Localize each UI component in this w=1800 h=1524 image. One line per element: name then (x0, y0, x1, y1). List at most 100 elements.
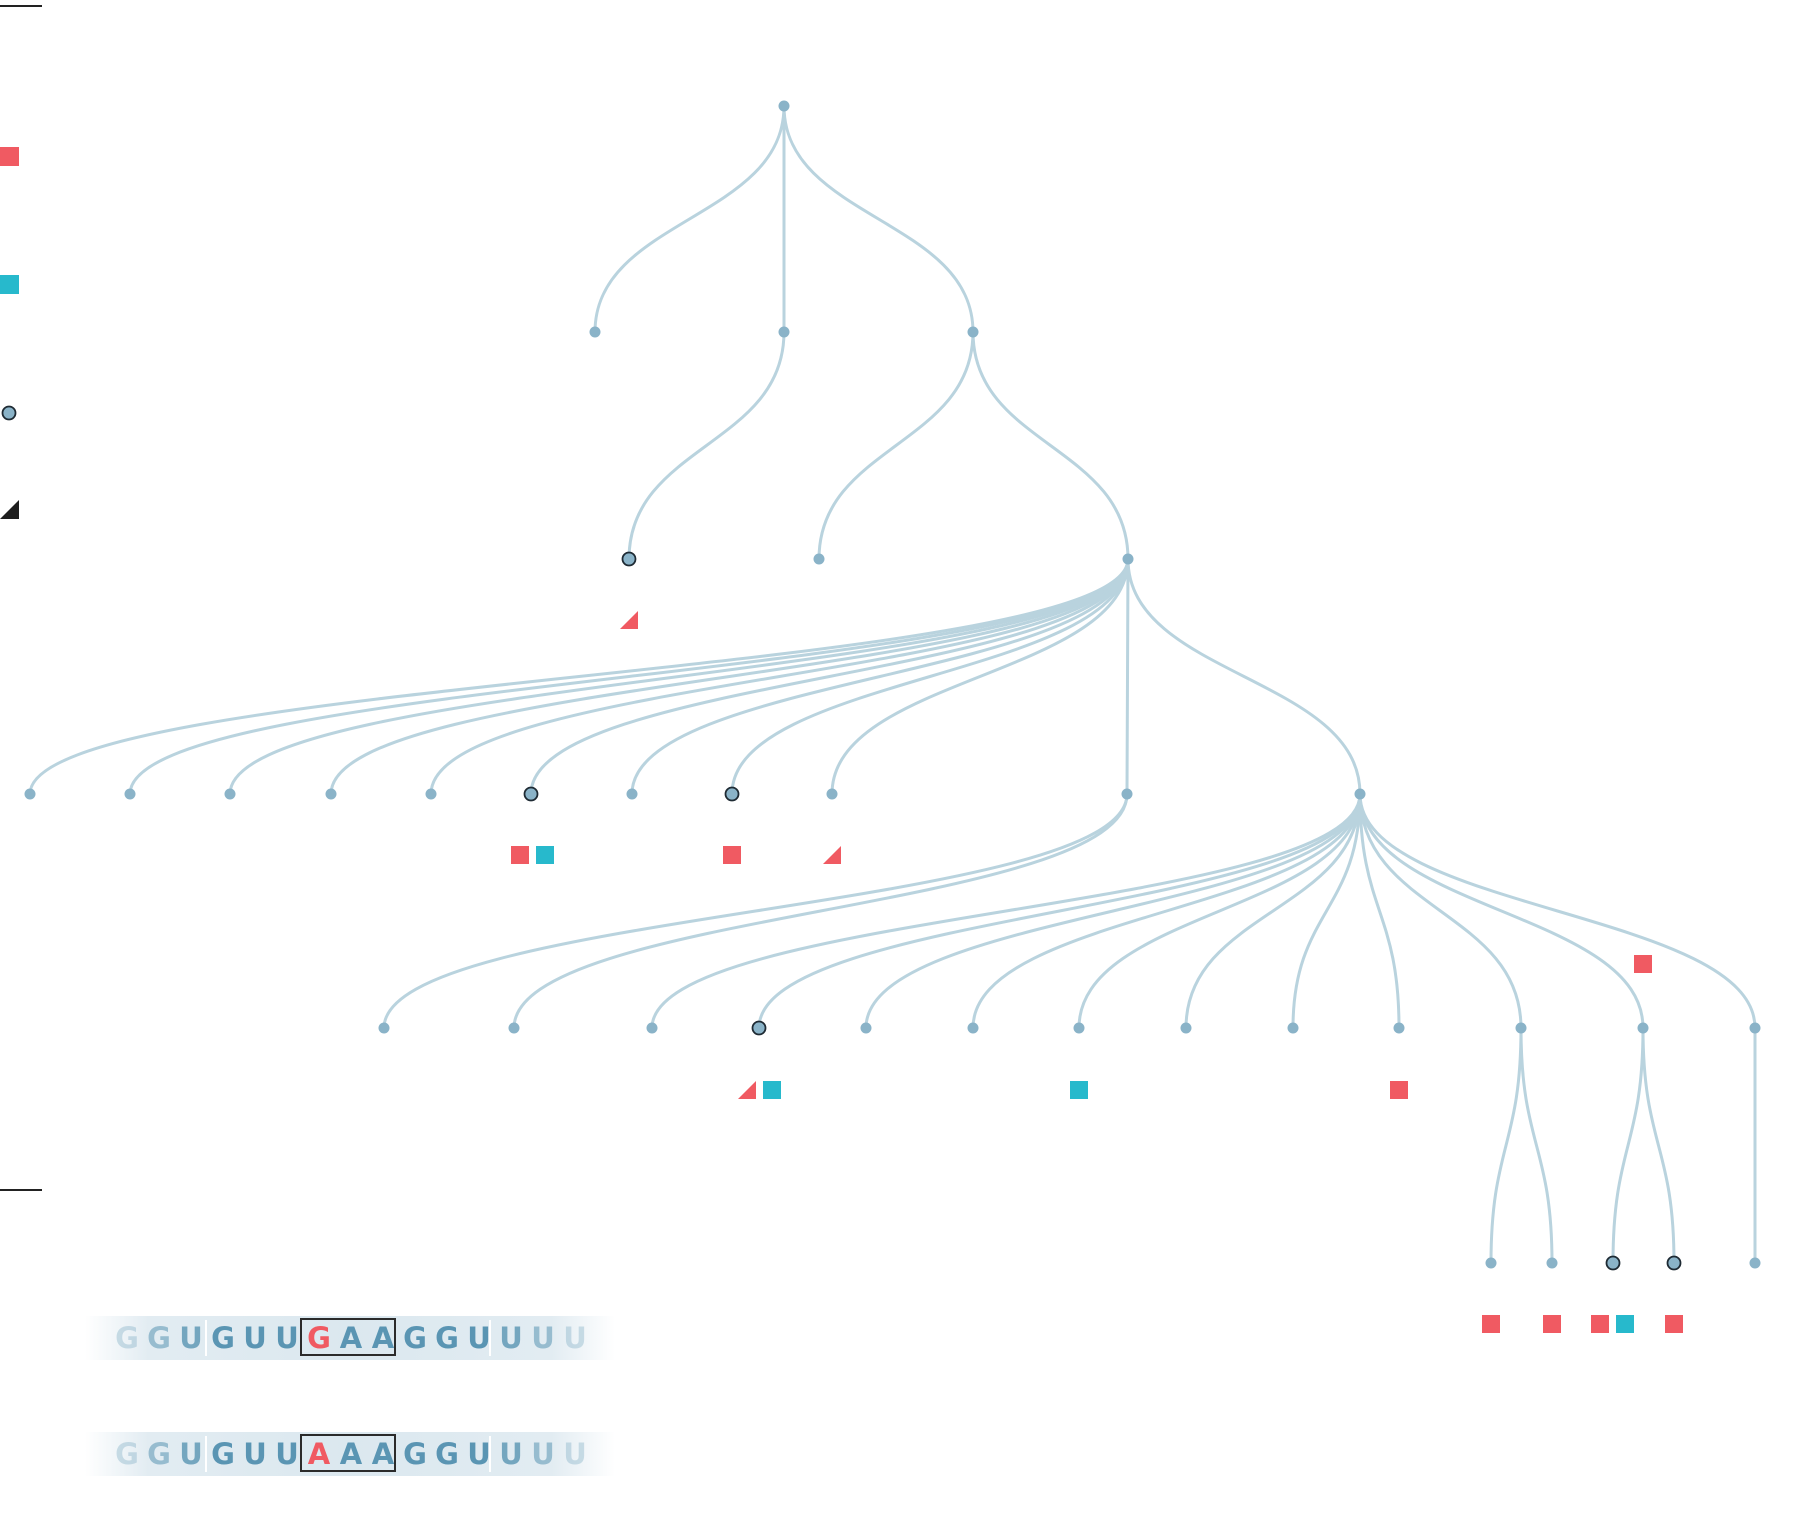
edge-a3-b3 (971, 330, 1130, 561)
tree-node-d11 (1515, 1022, 1527, 1034)
tree-node-e5 (1749, 1257, 1761, 1269)
edge-c10-d1 (382, 792, 1129, 1030)
tree-node-d5 (860, 1022, 872, 1034)
tree-node-d8 (1180, 1022, 1192, 1034)
edge-c11-d12 (1358, 792, 1645, 1030)
sequence-bottom-letter-12: U (499, 1437, 523, 1471)
sequence-top-codon-box (300, 1318, 396, 1356)
legend-black-triangle (0, 500, 19, 519)
edge-b3-c2 (128, 557, 1130, 796)
tree-node-b3 (1122, 553, 1134, 565)
tree-node-a1 (589, 326, 601, 338)
sequence-top-letter-13: U (531, 1321, 555, 1355)
edge-b3-c5 (429, 557, 1130, 796)
tree-node-c5 (425, 788, 437, 800)
red-square-marker-9 (1390, 1081, 1408, 1099)
tree-node-d13 (1749, 1022, 1761, 1034)
sequence-top-letter-10: G (435, 1321, 459, 1355)
sequence-top-letter-9: G (403, 1321, 427, 1355)
edge-b3-c11 (1126, 557, 1362, 796)
edge-b3-c10 (1125, 557, 1130, 796)
mutation-triangle-4 (823, 846, 841, 864)
edge-b3-c4 (329, 557, 1130, 796)
tree-node-c4 (325, 788, 337, 800)
tree-node-d3 (646, 1022, 658, 1034)
tree-node-d4 (751, 1020, 767, 1036)
tree-node-e4 (1666, 1255, 1682, 1271)
sequence-bottom-letter-6: A (307, 1437, 331, 1471)
sequence-bottom-letter-7: A (339, 1437, 363, 1471)
tree-markers (511, 611, 1683, 1333)
sequence-bottom-letter-11: U (467, 1437, 491, 1471)
tree-node-b1 (621, 551, 637, 567)
tree-node-e2 (1546, 1257, 1558, 1269)
edge-b3-c6 (529, 557, 1130, 796)
tree-node-c9 (826, 788, 838, 800)
edge-root-a1 (593, 104, 786, 334)
teal-square-marker-7 (763, 1081, 781, 1099)
sequence-bottom-letter-10: G (435, 1437, 459, 1471)
sequence-bottom-letter-13: U (531, 1437, 555, 1471)
teal-square-marker-2 (536, 846, 554, 864)
edge-c11-d8 (1184, 792, 1362, 1030)
red-square-marker-5 (1634, 955, 1652, 973)
edge-d12-e4 (1641, 1026, 1676, 1265)
edge-c11-d5 (864, 792, 1362, 1030)
sequence-top-letter-2: U (179, 1321, 203, 1355)
sequence-bottom-letter-5: U (275, 1437, 299, 1471)
tree-node-d7 (1073, 1022, 1085, 1034)
edge-a2-b1 (627, 330, 786, 561)
sequence-top-letter-5: U (275, 1321, 299, 1355)
mutation-triangle-6 (738, 1081, 756, 1099)
sequence-top-letter-12: U (499, 1321, 523, 1355)
tree-node-c6 (523, 786, 539, 802)
sequence-top-letter-0: G (115, 1321, 139, 1355)
red-square-marker-1 (511, 846, 529, 864)
edge-root-a3 (782, 104, 975, 334)
tree-node-e3 (1605, 1255, 1621, 1271)
edge-a3-b2 (817, 330, 975, 561)
sequence-bottom-letter-2: U (179, 1437, 203, 1471)
sequence-bottom-letter-14: U (563, 1437, 587, 1471)
tree-node-d9 (1287, 1022, 1299, 1034)
sequence-top-letter-6: G (307, 1321, 331, 1355)
edge-b3-c8 (730, 557, 1130, 796)
tree-node-b2 (813, 553, 825, 565)
sequence-bottom-letter-4: U (243, 1437, 267, 1471)
red-square-marker-12 (1591, 1315, 1609, 1333)
edge-c11-d3 (650, 792, 1362, 1030)
edge-b3-c1 (28, 557, 1130, 796)
edge-b3-c9 (830, 557, 1130, 796)
legend-ringed-node (1, 405, 17, 421)
tree-nodes (24, 100, 1761, 1271)
teal-square-marker-8 (1070, 1081, 1088, 1099)
tree-edges (28, 104, 1757, 1265)
sequence-top-letter-11: U (467, 1321, 491, 1355)
legend-red-square (0, 147, 19, 166)
legend-teal-square (0, 275, 19, 294)
edge-c11-d7 (1077, 792, 1362, 1030)
edge-b3-c7 (630, 557, 1130, 796)
sequence-bottom-letter-1: G (147, 1437, 171, 1471)
mutation-triangle-0 (620, 611, 638, 629)
edge-d11-e1 (1489, 1026, 1523, 1265)
edge-c10-d2 (512, 792, 1129, 1030)
edge-d11-e2 (1519, 1026, 1554, 1265)
edge-c11-d6 (971, 792, 1362, 1030)
tree-node-e1 (1485, 1257, 1497, 1269)
tree-node-d2 (508, 1022, 520, 1034)
sequence-top-letter-8: A (371, 1321, 395, 1355)
teal-square-marker-13 (1616, 1315, 1634, 1333)
tree-node-c7 (626, 788, 638, 800)
tree-node-root (778, 100, 790, 112)
tree-node-c10 (1121, 788, 1133, 800)
tree-node-c8 (724, 786, 740, 802)
tree-node-d10 (1393, 1022, 1405, 1034)
edge-c11-d13 (1358, 792, 1757, 1030)
edge-c11-d9 (1291, 792, 1362, 1030)
sequence-bottom-letter-9: G (403, 1437, 427, 1471)
